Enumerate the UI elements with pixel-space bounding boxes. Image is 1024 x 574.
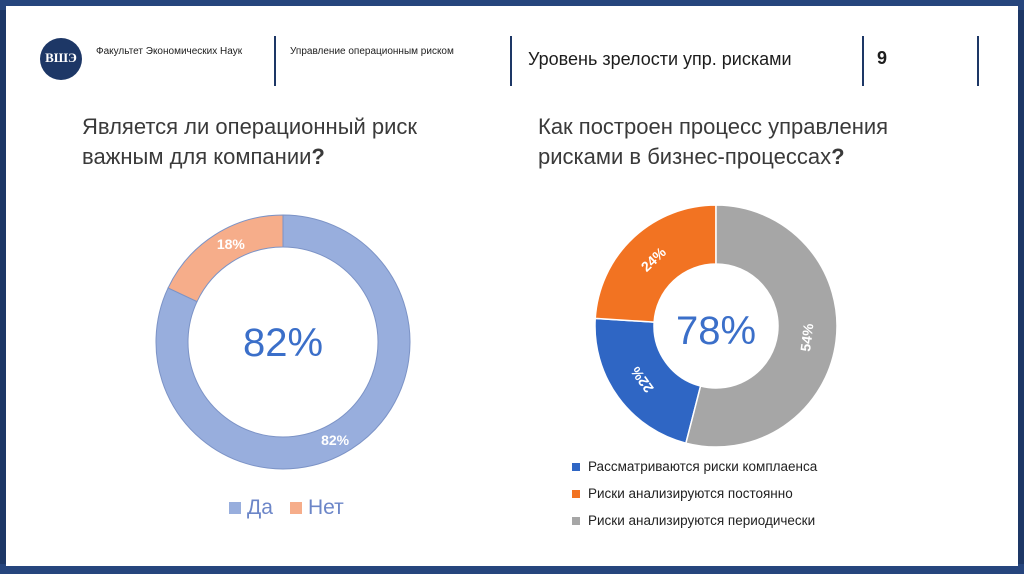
donut2-label-2: 54% [797, 322, 816, 352]
legend-item-periodic: Риски анализируются периодически [572, 513, 815, 528]
legend-label-da: Да [247, 496, 273, 519]
question-left: Является ли операционный риск важным для… [82, 112, 417, 172]
donut-chart-process: 22%24%54% [594, 204, 838, 448]
donut1-slice-0 [155, 214, 411, 470]
logo-letters: ВШЭ [45, 50, 77, 65]
donut1-center-label: 82% [243, 321, 323, 365]
slide-title: Уровень зрелости упр. рисками [528, 49, 792, 69]
legend-swatch-periodic [572, 516, 580, 525]
legend-item-da: Да [229, 496, 273, 520]
question-right: Как построен процесс управления рисками … [538, 112, 888, 172]
legend-swatch-net [290, 502, 302, 514]
question-right-line1: Как построен процесс управления [538, 114, 889, 139]
header-divider-3 [862, 36, 864, 86]
course-name: Управление операционным риском [290, 46, 454, 57]
legend-swatch-constant [572, 489, 580, 498]
header-divider-4 [977, 36, 979, 86]
legend-item-net: Нет [290, 496, 344, 520]
frame-stripe-bottom [0, 564, 1024, 574]
hse-logo: ВШЭ [40, 38, 82, 80]
donut2-slice-0 [594, 317, 702, 445]
question-right-line2: рисками в бизнес-процессах [538, 144, 832, 169]
donut1-slice-1 [167, 214, 284, 303]
faculty-name: Факультет Экономических Наук [96, 46, 243, 57]
header-divider-1 [274, 36, 276, 86]
donut1-label-0: 82% [321, 432, 350, 448]
donut2-slice-1 [594, 204, 717, 323]
question-right-mark: ? [831, 144, 845, 169]
question-left-line2: важным для компании [82, 144, 312, 169]
legend-label-net: Нет [308, 496, 344, 519]
legend-swatch-compliance [572, 462, 580, 471]
legend-label-constant: Риски анализируются постоянно [588, 486, 793, 501]
question-left-mark: ? [311, 144, 325, 169]
header-divider-2 [510, 36, 512, 86]
question-left-line1: Является ли операционный риск [82, 114, 418, 139]
legend-label-periodic: Риски анализируются периодически [588, 513, 816, 528]
donut-chart-importance: 82% 18% [155, 214, 411, 470]
donut2-center-label: 78% [676, 309, 756, 353]
donut1-label-1: 18% [217, 236, 246, 252]
legend-swatch-da [229, 502, 241, 514]
donut2-slice-2 [684, 204, 838, 448]
legend-label-compliance: Рассматриваются риски комплаенса [588, 459, 818, 474]
page-number: 9 [877, 48, 888, 68]
legend-item-compliance: Рассматриваются риски комплаенса [572, 459, 817, 474]
legend-item-constant: Риски анализируются постоянно [572, 486, 793, 501]
frame-stripe-top [0, 0, 1024, 10]
